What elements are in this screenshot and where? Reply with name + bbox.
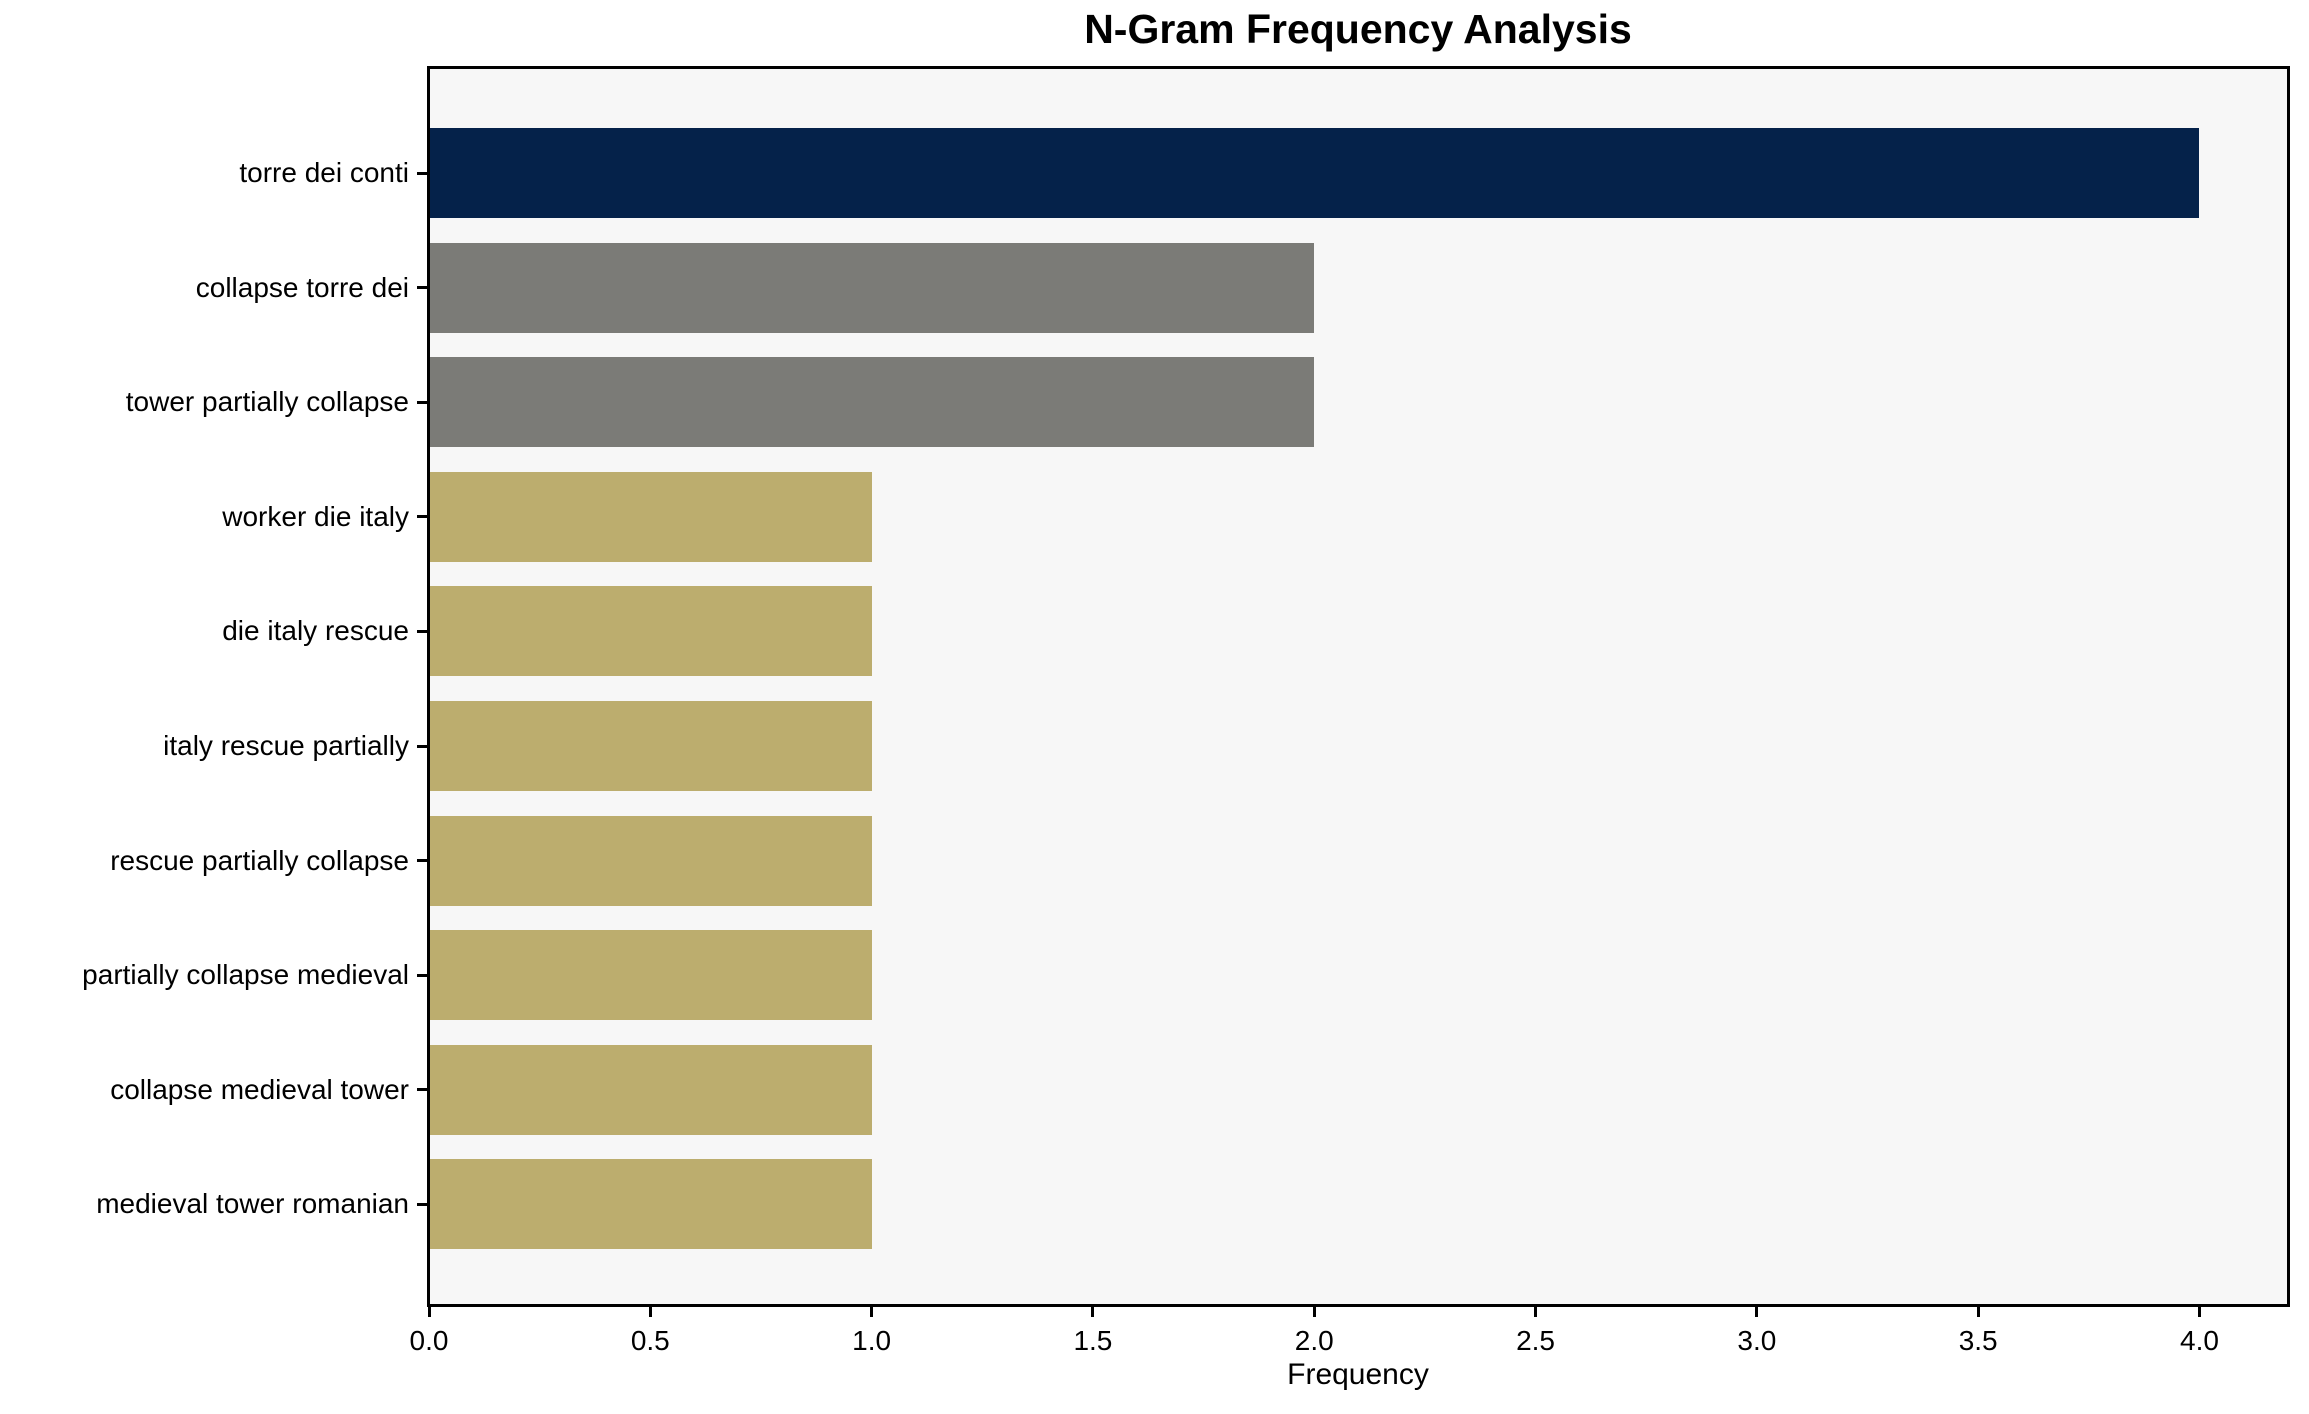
x-tick-label: 0.5: [630, 1325, 670, 1356]
bar-italy-rescue-partially: [429, 701, 872, 791]
x-tick-label: 1.5: [1073, 1325, 1113, 1356]
y-tick-label: italy rescue partially: [163, 730, 409, 761]
x-tick-mark: [1091, 1305, 1095, 1317]
bar-medieval-tower-romanian: [429, 1159, 872, 1250]
x-tick-mark: [1534, 1305, 1538, 1317]
bar-die-italy-rescue: [429, 586, 872, 677]
x-tick-label: 2.5: [1516, 1325, 1556, 1356]
y-tick-label: die italy rescue: [222, 615, 409, 647]
x-tick-mark: [2197, 1305, 2201, 1317]
bar-tower-partially-collapse: [429, 357, 1315, 448]
x-tick-mark: [1976, 1305, 1980, 1317]
y-tick-label: medieval tower romanian: [96, 1188, 409, 1220]
x-axis-label: Frequency: [1287, 1358, 1429, 1391]
y-tick-mark: [417, 744, 429, 748]
y-tick-label: collapse medieval tower: [110, 1073, 409, 1105]
y-tick-mark: [417, 515, 429, 519]
x-tick-label: 3.0: [1737, 1325, 1777, 1356]
bar-partially-collapse-medieval: [429, 930, 872, 1021]
x-tick-label: 2.0: [1294, 1325, 1334, 1356]
x-tick-label: 4.0: [2180, 1325, 2219, 1356]
chart-title: N-Gram Frequency Analysis: [1084, 6, 1632, 52]
bar-collapse-medieval-tower: [429, 1044, 872, 1135]
x-tick-label: 0.0: [409, 1325, 449, 1356]
plot-area: [429, 68, 2288, 1305]
y-tick-mark: [417, 629, 429, 633]
x-tick-mark: [648, 1305, 652, 1317]
x-tick-label: 3.5: [1958, 1325, 1998, 1356]
y-tick-mark: [417, 171, 429, 175]
bar-rescue-partially-collapse: [429, 815, 872, 906]
x-tick-mark: [870, 1305, 874, 1317]
bar-worker-die-italy: [429, 471, 872, 562]
bar-collapse-torre-dei: [429, 242, 1315, 333]
y-tick-mark: [417, 400, 429, 404]
y-tick-mark: [417, 286, 429, 290]
y-tick-mark: [417, 1088, 429, 1092]
y-tick-mark: [417, 973, 429, 977]
y-tick-mark: [417, 1202, 429, 1206]
y-tick-label: worker die italy: [222, 500, 409, 532]
x-tick-mark: [1312, 1305, 1316, 1317]
bar-torre-dei-conti: [429, 128, 2200, 218]
x-tick-mark: [1755, 1305, 1759, 1317]
y-tick-label: torre dei conti: [239, 157, 409, 188]
y-tick-label: partially collapse medieval: [82, 959, 409, 991]
x-tick-label: 1.0: [852, 1325, 892, 1356]
y-tick-label: rescue partially collapse: [110, 844, 409, 876]
y-tick-mark: [417, 859, 429, 863]
y-tick-label: collapse torre dei: [195, 271, 409, 303]
y-tick-label: tower partially collapse: [125, 386, 409, 418]
x-tick-mark: [427, 1305, 431, 1317]
